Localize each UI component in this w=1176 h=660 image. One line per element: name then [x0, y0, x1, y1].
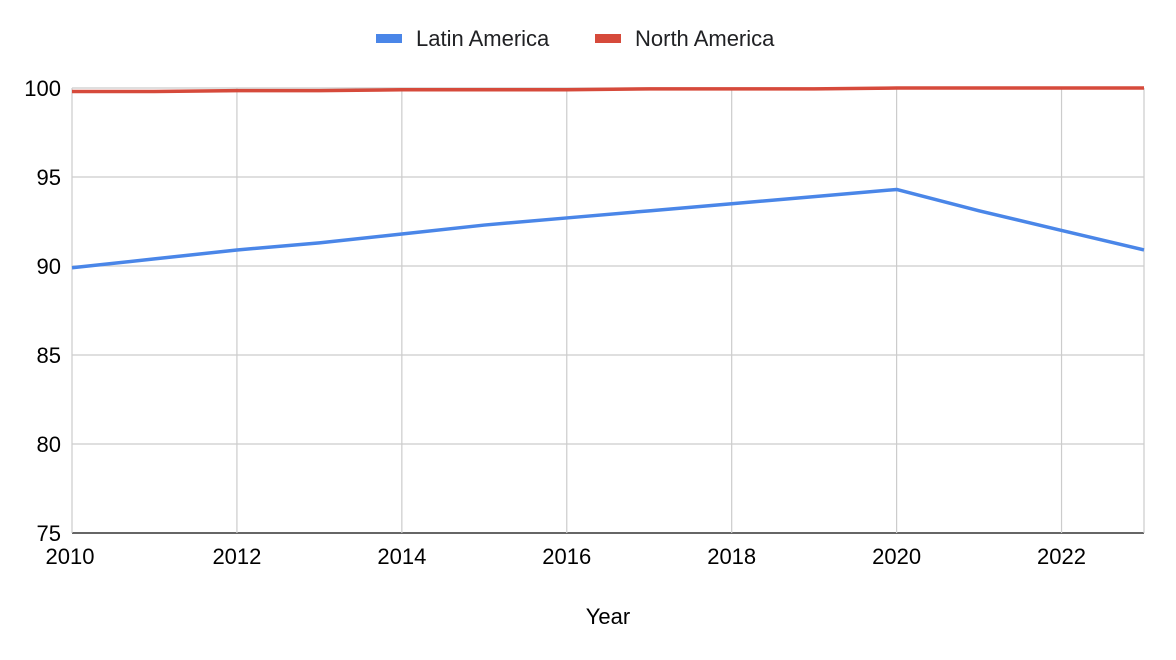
- series-line-latin-america: [71, 187, 1145, 270]
- legend: Latin America North America: [376, 26, 775, 51]
- x-axis-ticks: 2010 2012 2014 2016 2018 2020 2022: [46, 544, 1086, 569]
- legend-swatch-latin-america: [376, 34, 402, 43]
- x-axis-title: Year: [586, 604, 630, 629]
- gridlines: [71, 87, 1145, 534]
- y-tick-label: 75: [37, 521, 61, 546]
- y-tick-label: 85: [37, 343, 61, 368]
- y-tick-label: 95: [37, 165, 61, 190]
- legend-label-north-america: North America: [635, 26, 775, 51]
- x-tick-label: 2022: [1037, 544, 1086, 569]
- y-tick-label: 90: [37, 254, 61, 279]
- x-tick-label: 2016: [542, 544, 591, 569]
- x-tick-label: 2020: [872, 544, 921, 569]
- y-tick-label: 100: [24, 76, 61, 101]
- legend-label-latin-america: Latin America: [416, 26, 550, 51]
- y-tick-label: 80: [37, 432, 61, 457]
- x-tick-label: 2014: [377, 544, 426, 569]
- x-tick-label: 2018: [707, 544, 756, 569]
- series-lines: [71, 86, 1145, 270]
- legend-swatch-north-america: [595, 34, 621, 43]
- x-tick-label: 2012: [212, 544, 261, 569]
- y-axis-ticks: 75 80 85 90 95 100: [24, 76, 61, 546]
- series-line-north-america: [72, 86, 1144, 94]
- x-tick-label: 2010: [46, 544, 95, 569]
